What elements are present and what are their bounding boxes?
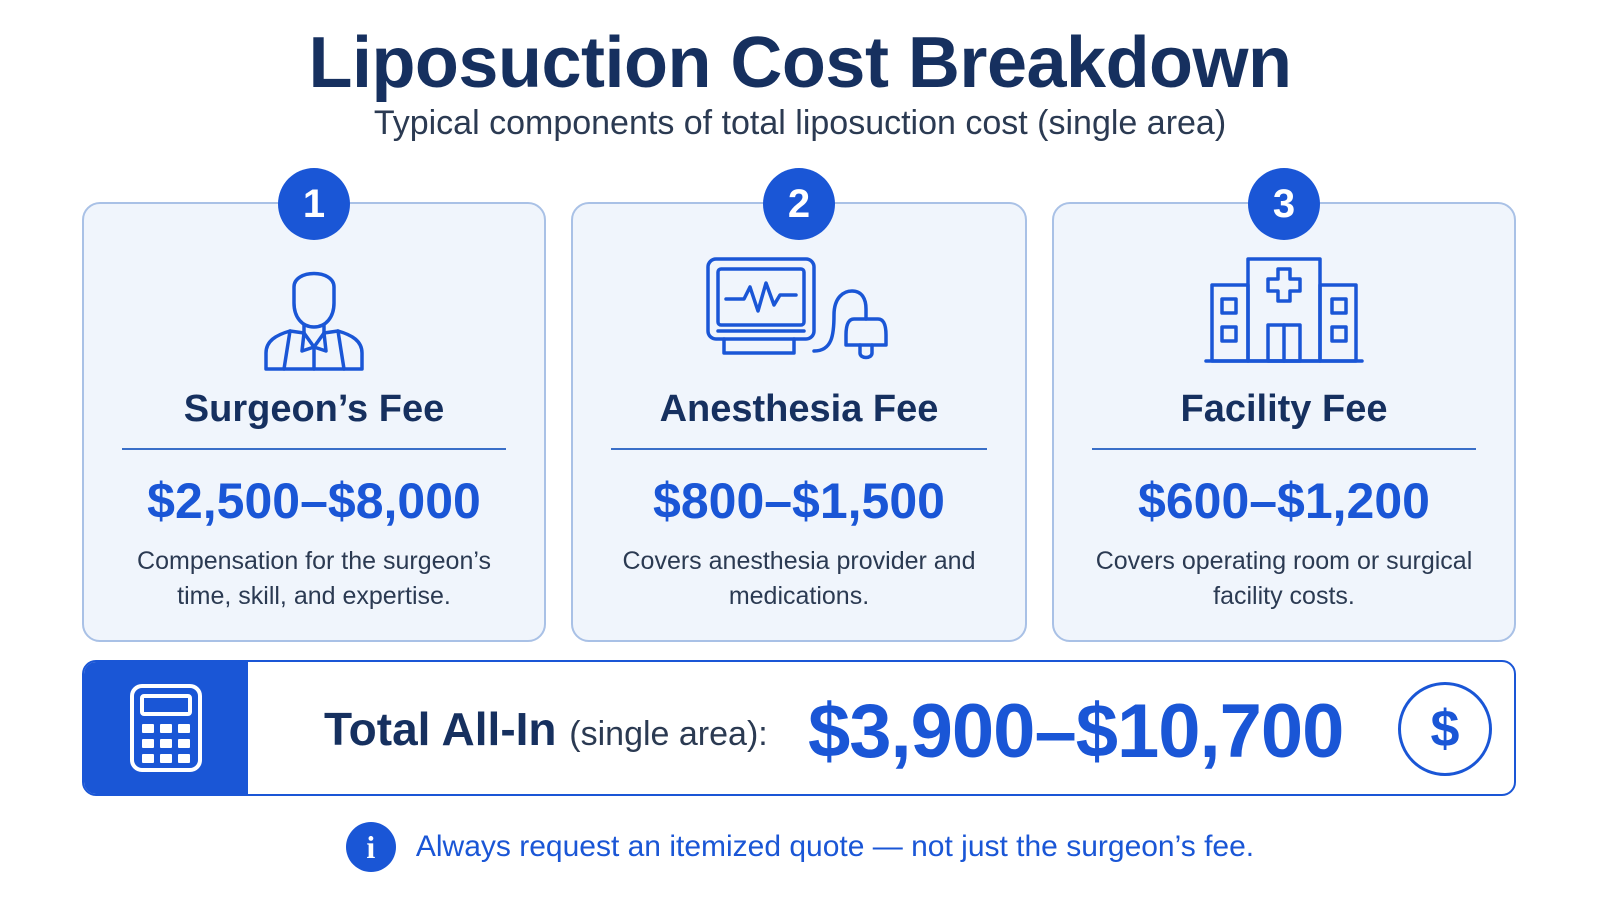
card-title: Anesthesia Fee <box>659 388 939 430</box>
page-subtitle: Typical components of total liposuction … <box>373 104 1227 142</box>
card-price: $800–$1,500 <box>653 473 945 529</box>
card-description: Covers anesthesia provider and medicatio… <box>622 547 976 610</box>
step-badge: 2 <box>763 168 835 240</box>
total-cost-bar: Total All-In (single area): $3,900–$10,7… <box>82 660 1516 796</box>
cost-card-facility: 3 Facility Fee $600–$1,200 Covers operat… <box>1052 168 1516 642</box>
step-badge: 3 <box>1248 168 1320 240</box>
total-label-text: Total All-In <box>324 703 557 755</box>
card-price: $600–$1,200 <box>1138 473 1430 529</box>
divider <box>1092 448 1476 450</box>
footer-text: Always request an itemized quote — not j… <box>415 830 1255 863</box>
calculator-icon <box>84 662 248 794</box>
anesthesia-monitor-icon <box>699 246 899 376</box>
divider <box>122 448 506 450</box>
info-icon: i <box>345 822 396 872</box>
surgeon-icon <box>214 246 414 376</box>
total-label: Total All-In (single area): <box>324 702 768 756</box>
step-badge: 1 <box>278 168 350 240</box>
dollar-icon: $ <box>1398 682 1492 776</box>
hospital-icon <box>1184 246 1384 376</box>
card-description: Compensation for the surgeon’s time, ski… <box>137 547 491 610</box>
footer-note: i Always request an itemized quote — not… <box>0 822 1600 872</box>
card-price: $2,500–$8,000 <box>147 473 481 529</box>
card-description: Covers operating room or surgical facili… <box>1095 547 1473 610</box>
total-qualifier: (single area): <box>569 715 768 753</box>
page-title: Liposuction Cost Breakdown <box>308 23 1292 103</box>
divider <box>611 448 987 450</box>
card-title: Surgeon’s Fee <box>183 388 445 430</box>
cost-card-anesthesia: 2 Anesthesia Fee $800–$1,500 Covers anes… <box>571 168 1027 642</box>
total-value: $3,900–$10,700 <box>808 689 1344 774</box>
cost-card-surgeon: 1 Surgeon’s Fee $2,500–$8,000 Compensati… <box>82 168 546 642</box>
card-title: Facility Fee <box>1180 388 1388 430</box>
